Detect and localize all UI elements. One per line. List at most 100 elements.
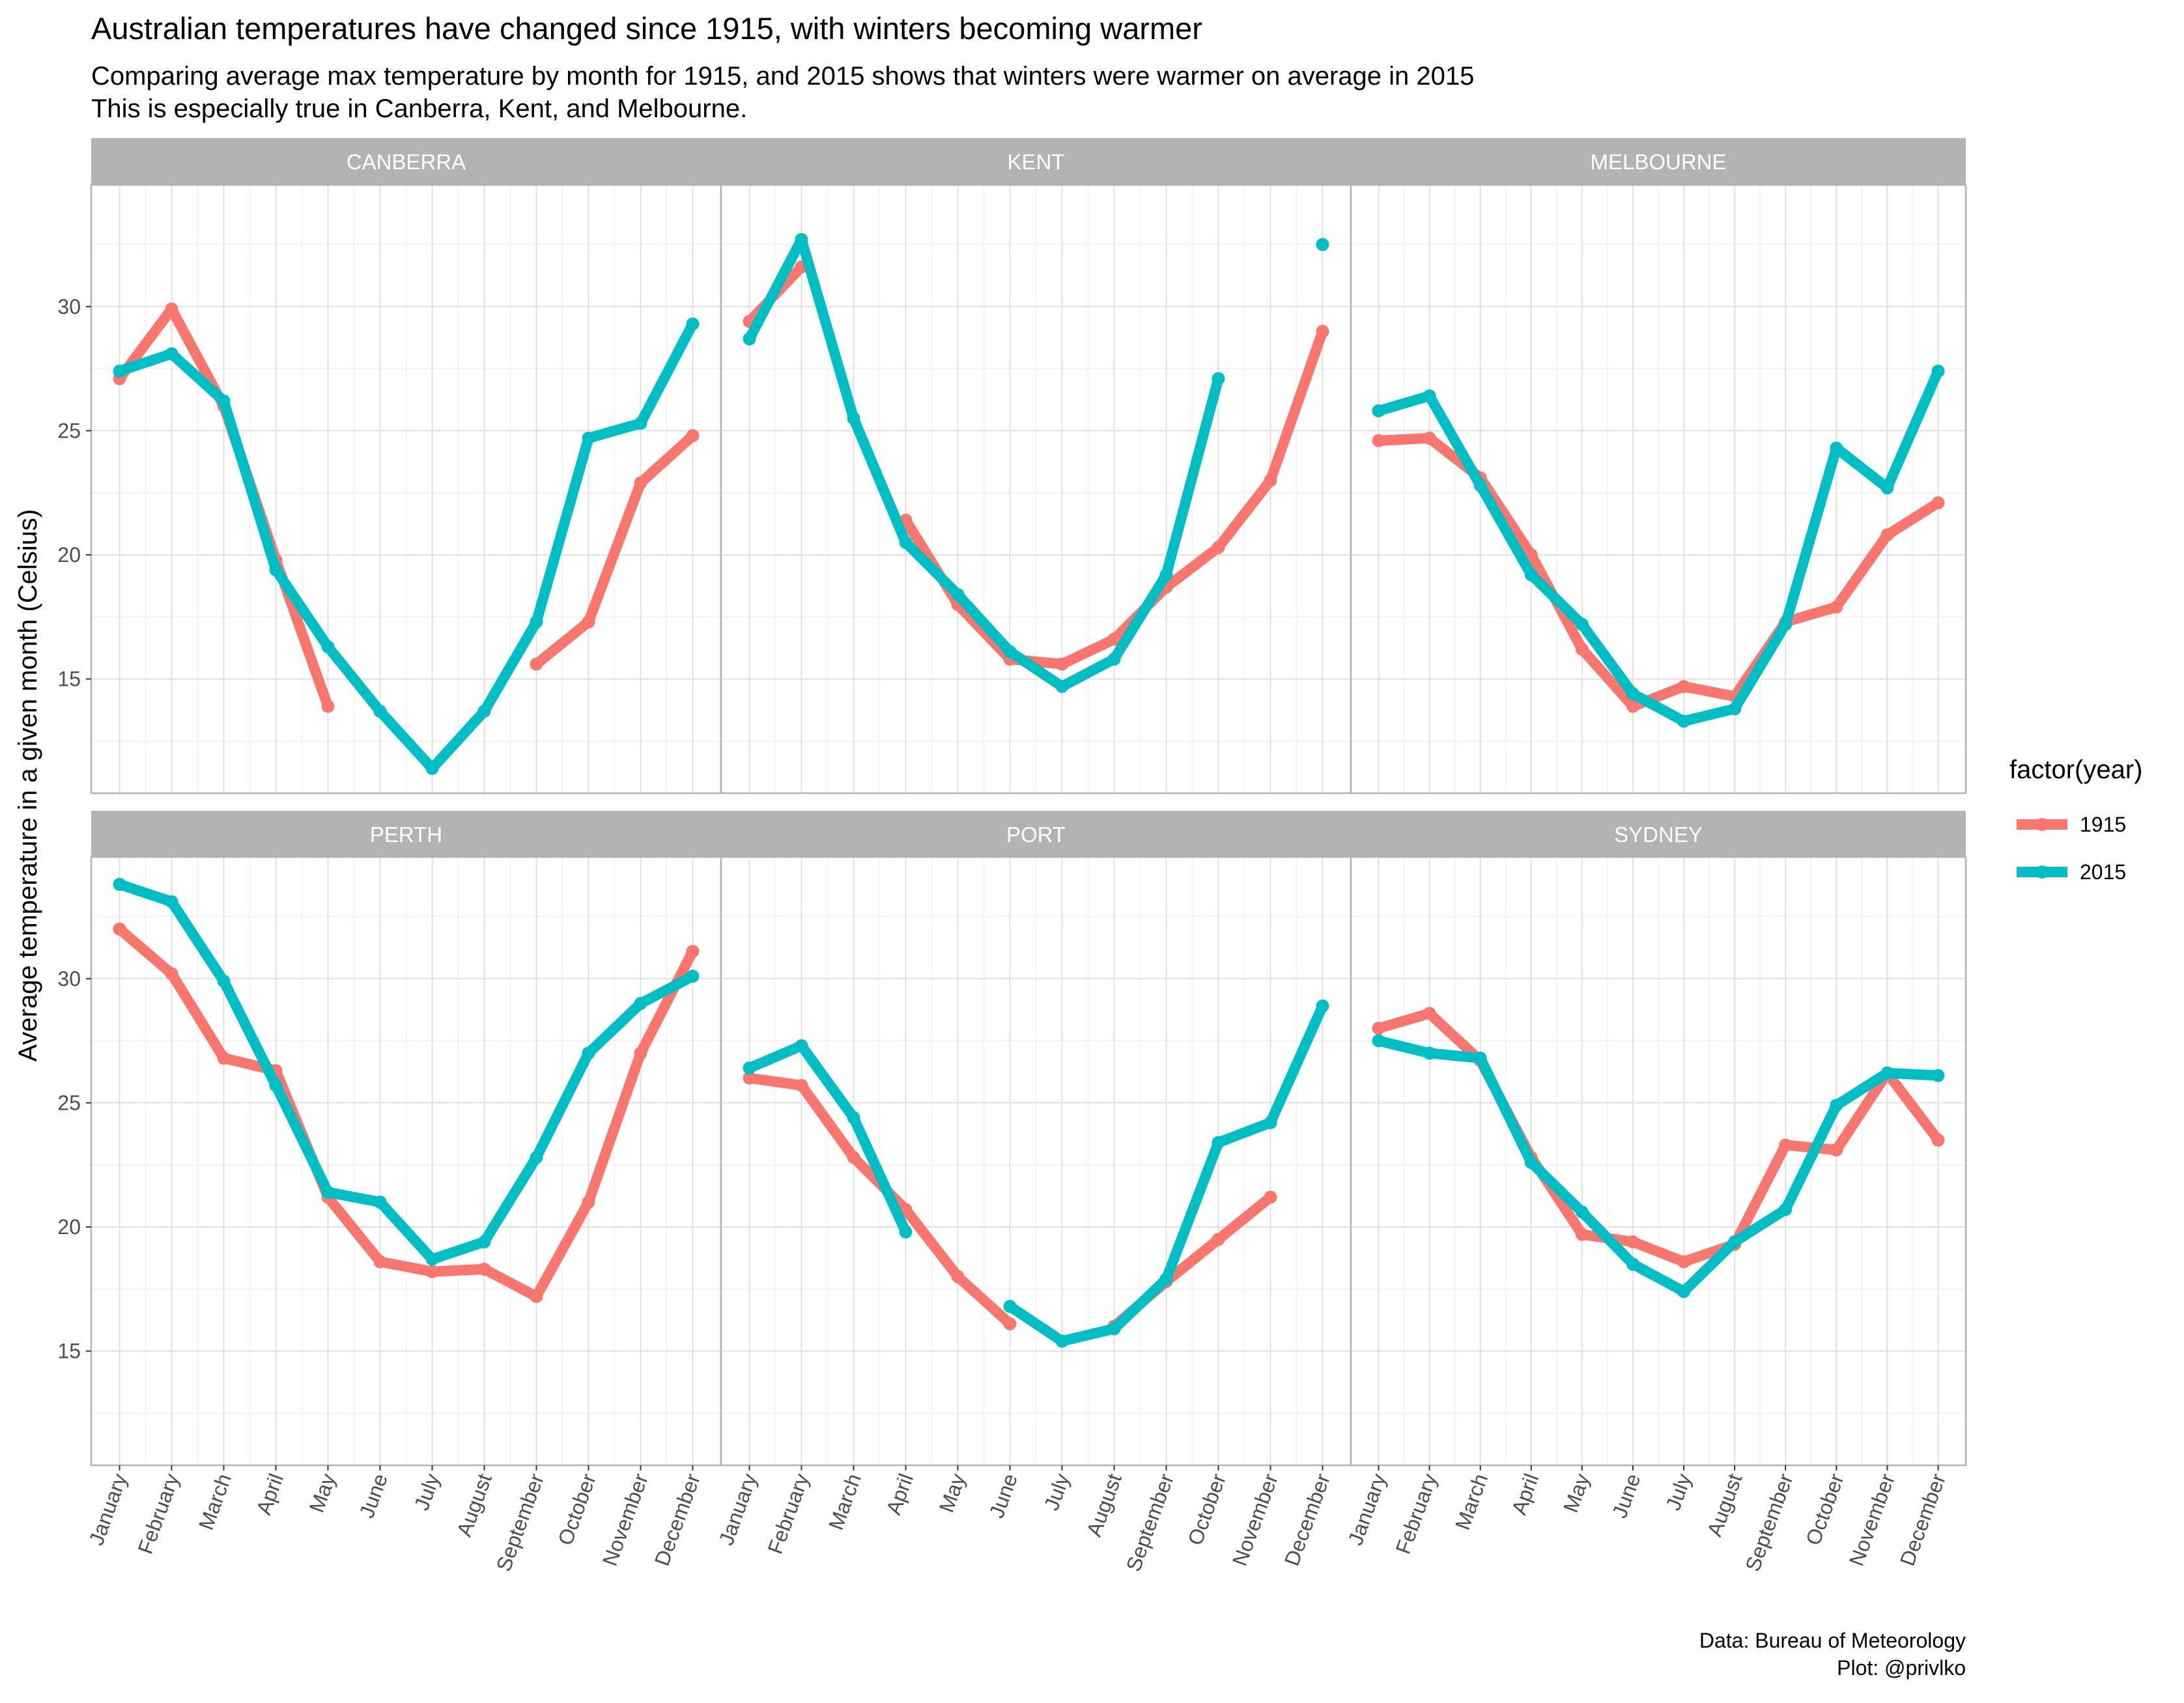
- y-tick-label: 30: [57, 967, 81, 991]
- facet-strip-label-port: PORT: [1006, 823, 1066, 847]
- data-point-canberra-2015-february: [165, 347, 178, 361]
- x-tick-label-october: October: [1183, 1471, 1230, 1549]
- data-point-canberra-1915-october: [582, 615, 595, 628]
- data-point-sydney-2015-march: [1473, 1051, 1487, 1065]
- facet-strip-melbourne: [1351, 138, 1966, 185]
- data-point-canberra-2015-july: [425, 761, 439, 775]
- chart-title: Australian temperatures have changed sin…: [91, 11, 1202, 46]
- data-point-sydney-2015-may: [1575, 1205, 1589, 1219]
- data-point-sydney-2015-april: [1524, 1155, 1538, 1169]
- x-tick-label-february: February: [1391, 1471, 1442, 1557]
- data-point-perth-1915-august: [477, 1262, 491, 1276]
- facet-panels: CANBERRA 15 20 25 30 KENT MELBOURNE PERTH 15 20 25…: [57, 138, 1967, 1575]
- series-line-port-2015: [747, 1040, 911, 1234]
- x-tick-label-april: April: [251, 1471, 288, 1517]
- data-point-perth-2015-august: [477, 1235, 491, 1248]
- data-point-perth-2015-february: [165, 895, 178, 908]
- data-point-kent-2015-april: [899, 535, 913, 549]
- series-line-sydney-2015: [1377, 1035, 1938, 1297]
- data-point-sydney-2015-july: [1677, 1285, 1691, 1299]
- x-tick-label-november: November: [598, 1471, 653, 1569]
- data-point-canberra-1915-november: [634, 476, 647, 490]
- data-point-canberra-2015-september: [530, 615, 543, 628]
- x-tick-label-november: November: [1228, 1471, 1283, 1569]
- x-tick-label-july: July: [410, 1471, 444, 1513]
- data-point-sydney-2015-august: [1728, 1235, 1742, 1248]
- facet-strip-sydney: [1351, 811, 1966, 858]
- data-point-canberra-2015-january: [113, 364, 126, 378]
- data-point-perth-2015-january: [113, 877, 126, 891]
- series-line-canberra-1915: [533, 432, 696, 669]
- x-tick-label-may: May: [935, 1471, 971, 1515]
- caption-author: Plot: @privlko: [1837, 1656, 1966, 1680]
- data-point-melbourne-2015-september: [1779, 617, 1793, 631]
- data-point-kent-2015-july: [1055, 680, 1069, 694]
- data-point-perth-1915-september: [530, 1289, 543, 1303]
- data-point-melbourne-2015-december: [1931, 364, 1945, 378]
- data-point-melbourne-2015-january: [1372, 404, 1385, 417]
- facet-strip-label-canberra: CANBERRA: [347, 150, 466, 174]
- x-tick-label-february: February: [133, 1471, 184, 1557]
- data-point-perth-1915-october: [582, 1195, 595, 1209]
- x-tick-label-september: September: [1122, 1471, 1178, 1575]
- data-point-kent-2015-june: [1003, 645, 1017, 658]
- data-point-sydney-2015-december: [1931, 1069, 1945, 1082]
- data-point-perth-2015-october: [582, 1047, 595, 1060]
- data-point-port-2015-april: [899, 1225, 913, 1239]
- facet-canberra: CANBERRA 15 20 25 30: [57, 138, 722, 795]
- data-point-melbourne-2015-february: [1423, 389, 1436, 403]
- data-point-port-1915-may: [951, 1270, 965, 1284]
- data-point-canberra-1915-december: [686, 429, 700, 443]
- x-tick-label-october: October: [1801, 1471, 1849, 1549]
- data-point-canberra-2015-april: [269, 563, 283, 576]
- legend-title: factor(year): [2009, 755, 2143, 784]
- data-point-perth-2015-april: [269, 1078, 283, 1092]
- x-tick-label-september: September: [1740, 1471, 1797, 1575]
- data-point-port-2015-january: [743, 1062, 756, 1075]
- facet-strip-label-melbourne: MELBOURNE: [1590, 150, 1726, 174]
- data-point-sydney-2015-january: [1372, 1034, 1385, 1048]
- data-point-sydney-2015-june: [1626, 1258, 1639, 1271]
- data-point-melbourne-1915-june: [1626, 699, 1639, 713]
- x-tick-label-december: December: [1895, 1471, 1950, 1569]
- chart-subtitle-line-1: Comparing average max temperature by mon…: [91, 62, 1474, 91]
- x-tick-label-may: May: [1559, 1471, 1595, 1515]
- data-point-perth-1915-july: [425, 1265, 439, 1278]
- data-point-sydney-1915-october: [1830, 1143, 1843, 1157]
- caption-source: Data: Bureau of Meteorology: [1699, 1629, 1966, 1652]
- series-line-canberra-2015: [117, 321, 698, 774]
- data-point-perth-2015-december: [686, 969, 700, 983]
- data-point-melbourne-1915-january: [1372, 434, 1385, 447]
- data-point-sydney-1915-july: [1677, 1255, 1691, 1269]
- legend-key-point-2015: [2035, 866, 2049, 879]
- data-point-kent-1915-december: [1316, 324, 1329, 338]
- data-point-perth-2015-july: [425, 1252, 439, 1266]
- data-point-perth-2015-september: [530, 1151, 543, 1164]
- data-point-kent-2015-august: [1107, 653, 1121, 666]
- data-point-canberra-1915-february: [165, 302, 178, 316]
- data-point-perth-2015-june: [373, 1195, 387, 1209]
- data-point-melbourne-2015-june: [1626, 687, 1639, 701]
- data-point-perth-2015-march: [217, 974, 231, 988]
- legend-label-1915: 1915: [2080, 813, 2126, 836]
- data-point-melbourne-2015-august: [1728, 702, 1742, 716]
- data-point-melbourne-2015-october: [1830, 442, 1843, 455]
- y-tick-label: 15: [57, 668, 81, 691]
- x-tick-label-august: August: [1082, 1471, 1126, 1540]
- y-axis-title: Average temperature in a given month (Ce…: [14, 509, 42, 1062]
- data-point-canberra-2015-december: [686, 317, 700, 331]
- chart-subtitle-line-2: This is especially true in Canberra, Ken…: [91, 94, 747, 123]
- facet-strip-perth: [91, 811, 721, 858]
- x-tick-label-april: April: [1507, 1471, 1544, 1517]
- panel-border-sydney: [1350, 856, 1967, 1467]
- facet-strip-canberra: [91, 138, 721, 185]
- data-point-sydney-2015-september: [1779, 1203, 1793, 1217]
- data-point-sydney-1915-january: [1372, 1022, 1385, 1035]
- data-point-port-2015-august: [1107, 1322, 1121, 1336]
- data-point-sydney-1915-december: [1931, 1133, 1945, 1147]
- x-tick-label-june: June: [355, 1471, 393, 1521]
- data-point-melbourne-1915-october: [1830, 600, 1843, 614]
- data-point-sydney-2015-october: [1830, 1099, 1843, 1112]
- data-point-canberra-1915-may: [321, 699, 335, 713]
- data-point-kent-1915-october: [1212, 541, 1225, 554]
